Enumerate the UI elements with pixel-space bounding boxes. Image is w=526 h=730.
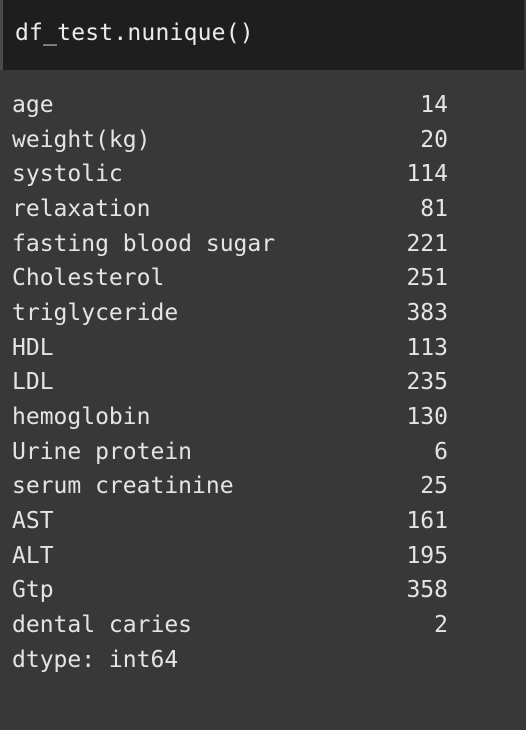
row-value: 6 xyxy=(434,439,448,465)
row-label: triglyceride xyxy=(12,300,179,326)
code-text[interactable]: df_test.nunique() xyxy=(15,20,254,46)
row-label: Urine protein xyxy=(12,439,193,465)
row-label: Cholesterol xyxy=(12,265,165,291)
row-label: weight(kg) xyxy=(12,127,151,153)
cell-output: age 14 weight(kg) 20 systolic 114 relaxa… xyxy=(0,70,526,692)
output-row: Cholesterol 251 xyxy=(12,263,448,293)
output-row: systolic 114 xyxy=(12,159,448,189)
row-value: 113 xyxy=(406,335,448,361)
row-label: dental caries xyxy=(12,612,193,638)
output-row: AST 161 xyxy=(12,506,448,536)
output-row: Gtp 358 xyxy=(12,575,448,605)
code-cell-input[interactable]: df_test.nunique() xyxy=(0,0,524,70)
output-row: serum creatinine 25 xyxy=(12,471,448,501)
output-row: weight(kg) 20 xyxy=(12,125,448,155)
output-row: age 14 xyxy=(12,90,448,120)
row-value: 221 xyxy=(406,231,448,257)
row-value: 14 xyxy=(420,92,448,118)
output-row: triglyceride 383 xyxy=(12,298,448,328)
row-value: 130 xyxy=(406,404,448,430)
row-value: 81 xyxy=(420,196,448,222)
row-value: 20 xyxy=(420,127,448,153)
row-value: 251 xyxy=(406,265,448,291)
row-value: 358 xyxy=(406,577,448,603)
output-row: LDL 235 xyxy=(12,367,448,397)
output-row: fasting blood sugar 221 xyxy=(12,229,448,259)
dtype-line: dtype: int64 xyxy=(12,647,179,673)
output-row: HDL 113 xyxy=(12,333,448,363)
output-row: hemoglobin 130 xyxy=(12,402,448,432)
row-value: 235 xyxy=(406,369,448,395)
row-label: systolic xyxy=(12,161,123,187)
row-label: hemoglobin xyxy=(12,404,151,430)
row-value: 161 xyxy=(406,508,448,534)
output-row: relaxation 81 xyxy=(12,194,448,224)
row-label: serum creatinine xyxy=(12,473,234,499)
row-label: relaxation xyxy=(12,196,151,222)
row-label: ALT xyxy=(12,543,54,569)
row-value: 383 xyxy=(406,300,448,326)
output-row: dental caries 2 xyxy=(12,610,448,640)
row-value: 114 xyxy=(406,161,448,187)
row-label: LDL xyxy=(12,369,54,395)
row-label: fasting blood sugar xyxy=(12,231,276,257)
row-label: AST xyxy=(12,508,54,534)
row-label: HDL xyxy=(12,335,54,361)
row-value: 25 xyxy=(420,473,448,499)
row-label: age xyxy=(12,92,54,118)
output-row: Urine protein 6 xyxy=(12,437,448,467)
output-row: ALT 195 xyxy=(12,541,448,571)
row-value: 195 xyxy=(406,543,448,569)
row-label: Gtp xyxy=(12,577,54,603)
row-value: 2 xyxy=(434,612,448,638)
